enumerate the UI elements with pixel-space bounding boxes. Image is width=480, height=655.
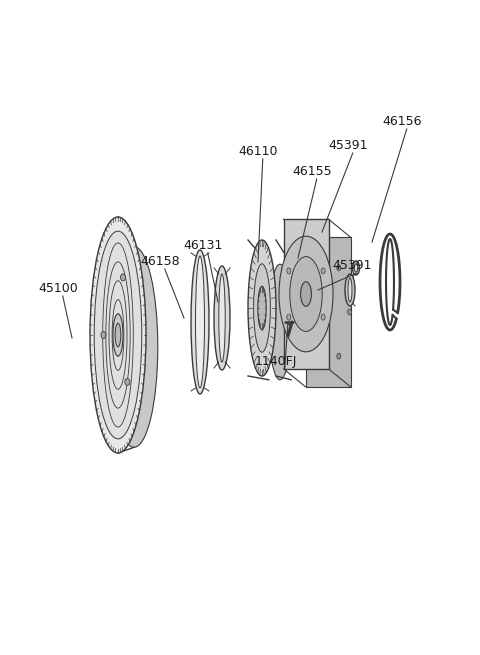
Ellipse shape [348,278,352,302]
Ellipse shape [279,236,333,352]
Ellipse shape [191,250,209,394]
Text: 46131: 46131 [183,239,222,252]
Ellipse shape [120,274,125,281]
Ellipse shape [90,217,146,453]
Text: 46156: 46156 [382,115,421,128]
Ellipse shape [354,264,358,272]
Ellipse shape [337,353,341,359]
Ellipse shape [321,314,325,320]
Text: 1140FJ: 1140FJ [255,355,298,368]
Ellipse shape [214,266,230,370]
Text: 46155: 46155 [292,165,332,178]
Ellipse shape [337,265,341,271]
Ellipse shape [290,257,322,331]
Ellipse shape [315,353,319,359]
Ellipse shape [300,282,312,307]
Ellipse shape [269,264,291,380]
Ellipse shape [110,247,158,447]
Ellipse shape [101,331,106,339]
Ellipse shape [287,268,291,274]
Text: 46158: 46158 [140,255,180,268]
Polygon shape [305,237,350,387]
Text: 45391: 45391 [328,139,368,152]
Ellipse shape [345,274,355,306]
Text: 45100: 45100 [38,282,78,295]
Ellipse shape [94,231,142,439]
Ellipse shape [219,274,225,362]
Ellipse shape [287,314,291,320]
Text: 45391: 45391 [332,259,372,272]
Text: 46110: 46110 [238,145,277,158]
Ellipse shape [248,240,276,376]
Ellipse shape [321,268,325,274]
Ellipse shape [195,256,204,388]
Ellipse shape [304,309,308,315]
Ellipse shape [115,323,121,346]
Polygon shape [284,219,328,369]
Ellipse shape [352,261,360,275]
Ellipse shape [125,379,130,386]
Ellipse shape [315,265,319,271]
Ellipse shape [258,286,266,329]
Ellipse shape [253,264,270,352]
Ellipse shape [113,314,123,356]
Ellipse shape [348,309,351,315]
